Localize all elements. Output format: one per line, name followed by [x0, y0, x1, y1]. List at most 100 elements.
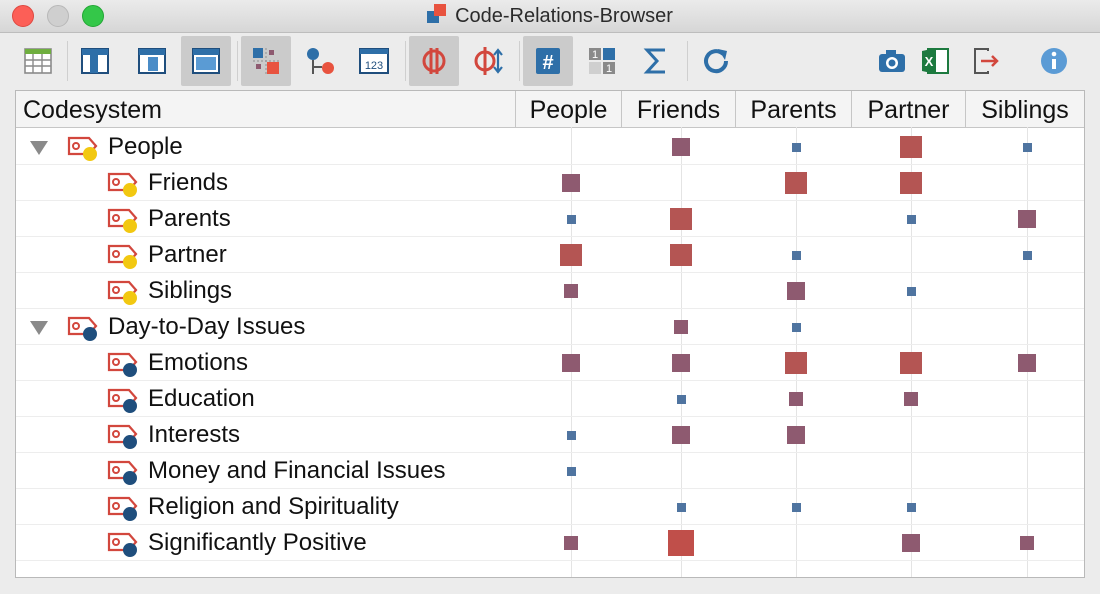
relation-square-partner[interactable] [906, 214, 916, 224]
column-layout-alt-button[interactable] [127, 36, 177, 86]
relation-square-people[interactable] [564, 536, 578, 550]
table-row[interactable]: Day-to-Day Issues [16, 309, 1084, 345]
table-row[interactable]: Money and Financial Issues [16, 453, 1084, 489]
relation-square-partner[interactable] [900, 136, 922, 158]
table-row[interactable]: Emotions [16, 345, 1084, 381]
toolbar: 123 #1 1 X [0, 33, 1100, 87]
node-link-button[interactable] [295, 36, 345, 86]
title-bar: Code-Relations-Browser [0, 0, 1100, 33]
hash-count-button[interactable]: # [523, 36, 573, 86]
table-row[interactable]: Education [16, 381, 1084, 417]
table-row[interactable]: Interests [16, 417, 1084, 453]
relation-square-parents[interactable] [785, 172, 807, 194]
relation-square-partner[interactable] [902, 534, 920, 552]
code-relations-table: Codesystem People Friends Parents Partne… [15, 90, 1085, 578]
relation-square-parents[interactable] [787, 282, 805, 300]
expand-triangle-icon[interactable] [30, 141, 48, 155]
relation-square-parents[interactable] [791, 322, 801, 332]
column-header-friends[interactable]: Friends [622, 91, 736, 127]
row-divider [16, 380, 1084, 381]
relation-square-people[interactable] [566, 214, 576, 224]
relation-square-people[interactable] [566, 466, 576, 476]
column-header-parents[interactable]: Parents [736, 91, 852, 127]
relation-square-partner[interactable] [904, 392, 918, 406]
minimize-window-button[interactable] [47, 5, 69, 27]
relation-square-friends[interactable] [670, 244, 692, 266]
relation-square-partner[interactable] [900, 352, 922, 374]
column-header-siblings[interactable]: Siblings [981, 96, 1069, 124]
table-row[interactable]: Significantly Positive [16, 525, 1084, 561]
export-button[interactable] [961, 36, 1011, 86]
column-guide-line [571, 127, 572, 577]
relation-square-people[interactable] [560, 244, 582, 266]
relation-square-siblings[interactable] [1022, 142, 1032, 152]
relation-square-friends[interactable] [672, 426, 690, 444]
code-label: Interests [148, 421, 241, 448]
window-layout-button[interactable] [181, 36, 231, 86]
camera-icon [879, 50, 905, 72]
relation-square-friends[interactable] [672, 138, 690, 156]
relation-square-friends[interactable] [672, 354, 690, 372]
table-row[interactable]: Friends [16, 165, 1084, 201]
column-layout-button[interactable] [70, 36, 120, 86]
app-logo-icon [427, 4, 447, 24]
relation-square-siblings[interactable] [1020, 536, 1034, 550]
column-header-codesystem[interactable]: Codesystem [16, 91, 516, 127]
relation-square-parents[interactable] [791, 502, 801, 512]
row-divider [16, 164, 1084, 165]
code-tag-icon [107, 244, 138, 269]
relation-square-parents[interactable] [787, 426, 805, 444]
relation-square-friends[interactable] [668, 530, 694, 556]
window-title-text: Code-Relations-Browser [455, 5, 673, 27]
excel-export-button[interactable]: X [911, 36, 961, 86]
relation-square-partner[interactable] [900, 172, 922, 194]
code-label: Religion and Spirituality [148, 493, 399, 520]
expand-triangle-icon[interactable] [30, 321, 48, 335]
table-row[interactable]: Siblings [16, 273, 1084, 309]
relation-square-siblings[interactable] [1022, 250, 1032, 260]
refresh-button[interactable] [691, 36, 741, 86]
code-label: Day-to-Day Issues [108, 313, 306, 340]
code-label: Emotions [148, 349, 249, 376]
column-header-people[interactable]: People [516, 91, 622, 127]
grid-view-button[interactable] [13, 36, 63, 86]
camera-button[interactable] [867, 36, 917, 86]
relation-square-people[interactable] [564, 284, 578, 298]
relation-square-friends[interactable] [674, 320, 688, 334]
relation-square-parents[interactable] [791, 250, 801, 260]
code-relations-button[interactable] [241, 36, 291, 86]
intersection-icon [422, 48, 446, 74]
relation-square-parents[interactable] [789, 392, 803, 406]
info-button[interactable] [1029, 36, 1079, 86]
zoom-window-button[interactable] [82, 5, 104, 27]
close-window-button[interactable] [12, 5, 34, 27]
code-label: Significantly Positive [148, 529, 367, 556]
relation-square-parents[interactable] [785, 352, 807, 374]
proximity-button[interactable] [463, 36, 513, 86]
table-row[interactable]: People [16, 129, 1084, 165]
relation-square-parents[interactable] [791, 142, 801, 152]
relation-square-siblings[interactable] [1018, 210, 1036, 228]
numeric-values-button[interactable]: 123 [349, 36, 399, 86]
toolbar-separator [519, 41, 520, 81]
relation-square-people[interactable] [566, 430, 576, 440]
code-label: Education [148, 385, 255, 412]
column-header-partner[interactable]: Partner [852, 91, 966, 127]
relation-square-siblings[interactable] [1018, 354, 1036, 372]
table-row[interactable]: Partner [16, 237, 1084, 273]
relation-square-people[interactable] [562, 354, 580, 372]
sigma-sum-button[interactable] [631, 36, 681, 86]
code-label: People [108, 133, 183, 160]
relation-square-friends[interactable] [676, 394, 686, 404]
binary-display-icon: 11 [589, 48, 615, 75]
relation-square-partner[interactable] [906, 286, 916, 296]
table-row[interactable]: Parents [16, 201, 1084, 237]
window-layout-icon [192, 48, 220, 74]
relation-square-people[interactable] [562, 174, 580, 192]
relation-square-partner[interactable] [906, 502, 916, 512]
table-row[interactable]: Religion and Spirituality [16, 489, 1084, 525]
relation-square-friends[interactable] [676, 502, 686, 512]
intersection-button[interactable] [409, 36, 459, 86]
relation-square-friends[interactable] [670, 208, 692, 230]
